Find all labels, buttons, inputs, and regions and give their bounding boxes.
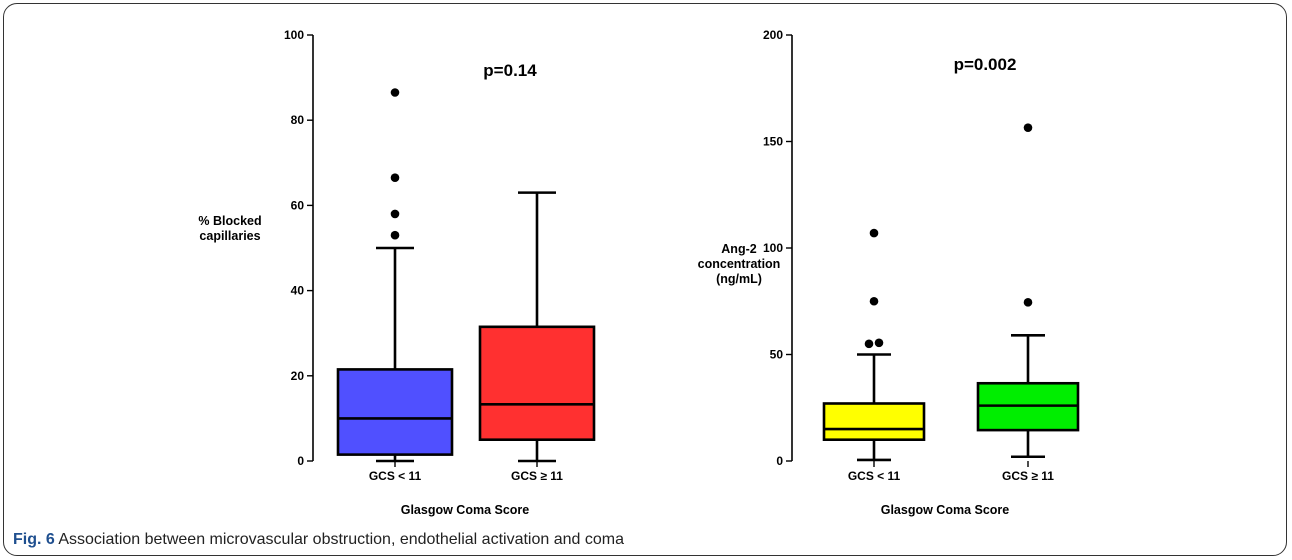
outlier-point xyxy=(864,339,874,349)
y-axis-label-line: % Blocked xyxy=(198,214,261,228)
y-axis-label: % Blocked capillaries xyxy=(198,214,261,243)
outlier-point xyxy=(390,173,400,183)
y-axis-label-line: concentration xyxy=(698,257,781,271)
y-tick-label: 0 xyxy=(776,454,783,468)
y-axis-label-line: Ang-2 xyxy=(721,242,756,256)
y-tick-label: 100 xyxy=(284,28,304,42)
outlier-point xyxy=(1023,298,1033,307)
chart-panel-blocked-capillaries: 0 20 40 60 80 100 GCS < 11 GCS ≥ 11 % Blocked cap… xyxy=(198,28,596,517)
outlier-point xyxy=(869,228,879,238)
x-tick-label: GCS ≥ 11 xyxy=(511,469,563,483)
box-group xyxy=(976,123,1080,459)
y-tick-label: 0 xyxy=(297,454,304,468)
y-axis-label: Ang-2 concentration (ng/mL) xyxy=(698,242,781,286)
iqr-box xyxy=(822,402,926,441)
p-value-annotation: p=0.002 xyxy=(954,55,1017,74)
x-axis-label: Glasgow Coma Score xyxy=(401,503,530,517)
box-group xyxy=(478,191,596,463)
iqr-box xyxy=(336,368,454,456)
y-tick-label: 20 xyxy=(291,369,305,383)
y-axis-label-line: (ng/mL) xyxy=(716,272,762,286)
outlier-point xyxy=(390,209,400,219)
outlier-point xyxy=(390,88,400,97)
y-tick-label: 60 xyxy=(291,198,305,212)
caption-text: Association between microvascular obstru… xyxy=(58,531,624,548)
outlier-point xyxy=(874,338,884,348)
outlier-point xyxy=(869,296,879,306)
chart-panel-ang2: 0 50 100 150 200 GCS < 11 GCS ≥ 11 Ang-2 concent… xyxy=(698,28,1080,517)
y-tick-label: 80 xyxy=(291,113,305,127)
y-tick-label: 150 xyxy=(763,135,783,149)
x-tick-label: GCS ≥ 11 xyxy=(1002,469,1054,483)
y-tick-label: 50 xyxy=(770,348,784,362)
figure-caption: Fig. 6 Association between microvascular… xyxy=(13,531,624,549)
y-tick-label: 200 xyxy=(763,28,783,42)
x-axis-label: Glasgow Coma Score xyxy=(881,503,1010,517)
outlier-point xyxy=(1023,123,1033,132)
y-tick-label: 100 xyxy=(763,241,783,255)
iqr-box xyxy=(478,325,596,441)
figure-frame xyxy=(3,3,1287,556)
x-tick-label: GCS < 11 xyxy=(369,469,422,483)
y-axis-label-line: capillaries xyxy=(199,229,260,243)
p-value-annotation: p=0.14 xyxy=(483,61,537,80)
x-tick-label: GCS < 11 xyxy=(848,469,901,483)
caption-label: Fig. 6 xyxy=(13,531,55,548)
box-group xyxy=(822,228,926,462)
y-tick-label: 40 xyxy=(291,284,305,298)
figure-svg: 0 20 40 60 80 100 GCS < 11 GCS ≥ 11 % Blocked cap… xyxy=(198,28,1080,517)
outlier-point xyxy=(390,230,400,240)
box-group xyxy=(336,88,454,463)
